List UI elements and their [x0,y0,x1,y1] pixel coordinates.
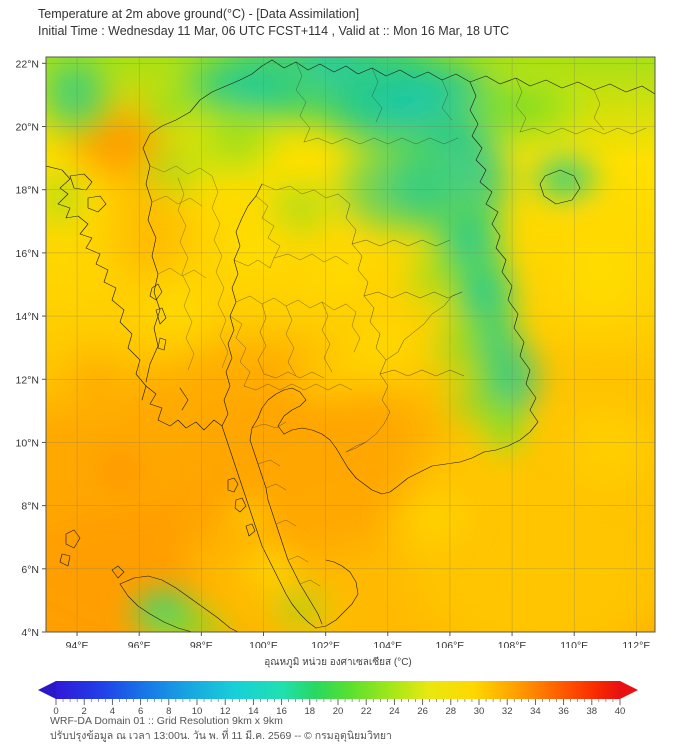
svg-text:10: 10 [192,706,203,715]
colorbar-svg: 0 2 4 6 8 10 12 14 16 18 20 22 24 26 28 30 32 34 36 38 40 [38,681,638,715]
svg-text:110°E: 110°E [560,640,588,648]
map-panel[interactable]: 94°E 96°E 98°E 100°E 102°E 104°E 106°E 108°E 110… [0,48,676,648]
svg-text:28: 28 [446,706,457,715]
svg-text:108°E: 108°E [498,640,527,648]
svg-text:14: 14 [248,706,259,715]
svg-text:10°N: 10°N [16,437,39,449]
colorbar-panel: อุณหภูมิ หน่วย องศาเซลเซียส (°C) 0 2 4 6 8 10… [0,655,676,715]
svg-text:4: 4 [110,706,115,715]
svg-text:106°E: 106°E [436,640,465,648]
svg-text:8°N: 8°N [21,501,39,513]
y-axis-labels: 4°N 6°N 8°N 10°N 12°N 14°N 16°N 18°N 20°N 22°N [16,58,39,639]
colorbar-gradient [56,681,620,699]
svg-text:16: 16 [276,706,287,715]
svg-text:36: 36 [558,706,569,715]
svg-text:18°N: 18°N [16,185,39,197]
svg-text:20°N: 20°N [16,122,39,134]
axis-ticks [42,62,637,636]
svg-text:100°E: 100°E [249,640,278,648]
svg-text:104°E: 104°E [373,640,402,648]
svg-text:6: 6 [138,706,143,715]
svg-text:34: 34 [530,706,541,715]
svg-text:18: 18 [305,706,316,715]
svg-text:4°N: 4°N [21,627,39,639]
svg-text:32: 32 [502,706,513,715]
forecast-validity-line: Initial Time : Wednesday 11 Mar, 06 UTC … [38,24,510,38]
svg-text:8: 8 [166,706,171,715]
temperature-map-svg[interactable]: 94°E 96°E 98°E 100°E 102°E 104°E 106°E 108°E 110… [0,48,676,648]
svg-text:22°N: 22°N [16,58,39,70]
colorbar-high-cap [620,681,638,699]
attribution-line: ปรับปรุงข้อมูล ณ เวลา 13:00น. วัน พ. ที่… [50,730,392,742]
svg-text:102°E: 102°E [311,640,340,648]
svg-text:20: 20 [333,706,344,715]
svg-text:38: 38 [587,706,598,715]
svg-text:30: 30 [474,706,485,715]
svg-text:96°E: 96°E [128,640,151,648]
graticule [46,57,655,632]
title-block: Temperature at 2m above ground(°C) - [Da… [38,6,658,40]
svg-text:14°N: 14°N [16,311,39,323]
colorbar-ticks [55,699,621,705]
temperature-field [46,57,655,632]
svg-text:112°E: 112°E [622,640,650,648]
svg-text:26: 26 [417,706,428,715]
model-info-line: WRF-DA Domain 01 :: Grid Resolution 9km … [50,715,283,727]
svg-text:40: 40 [615,706,626,715]
svg-text:12°N: 12°N [16,374,39,386]
svg-text:22: 22 [361,706,372,715]
svg-text:24: 24 [389,706,400,715]
svg-text:0: 0 [53,706,58,715]
plot-frame [45,56,656,633]
colorbar-title: อุณหภูมิ หน่วย องศาเซลเซียส (°C) [264,657,412,668]
svg-text:2: 2 [82,706,87,715]
svg-text:12: 12 [220,706,231,715]
colorbar-low-cap [38,681,56,699]
colorbar-tick-labels: 0 2 4 6 8 10 12 14 16 18 20 22 24 26 28 30 32 34 36 38 40 [53,706,625,715]
svg-text:16°N: 16°N [16,248,39,260]
coastlines-and-borders [46,59,655,632]
svg-text:98°E: 98°E [190,640,213,648]
svg-text:94°E: 94°E [66,640,89,648]
x-axis-labels: 94°E 96°E 98°E 100°E 102°E 104°E 106°E 108°E 110… [66,640,651,648]
footer-block: WRF-DA Domain 01 :: Grid Resolution 9km … [50,714,650,744]
page-title: Temperature at 2m above ground(°C) - [Da… [38,7,360,21]
svg-text:6°N: 6°N [21,564,39,576]
